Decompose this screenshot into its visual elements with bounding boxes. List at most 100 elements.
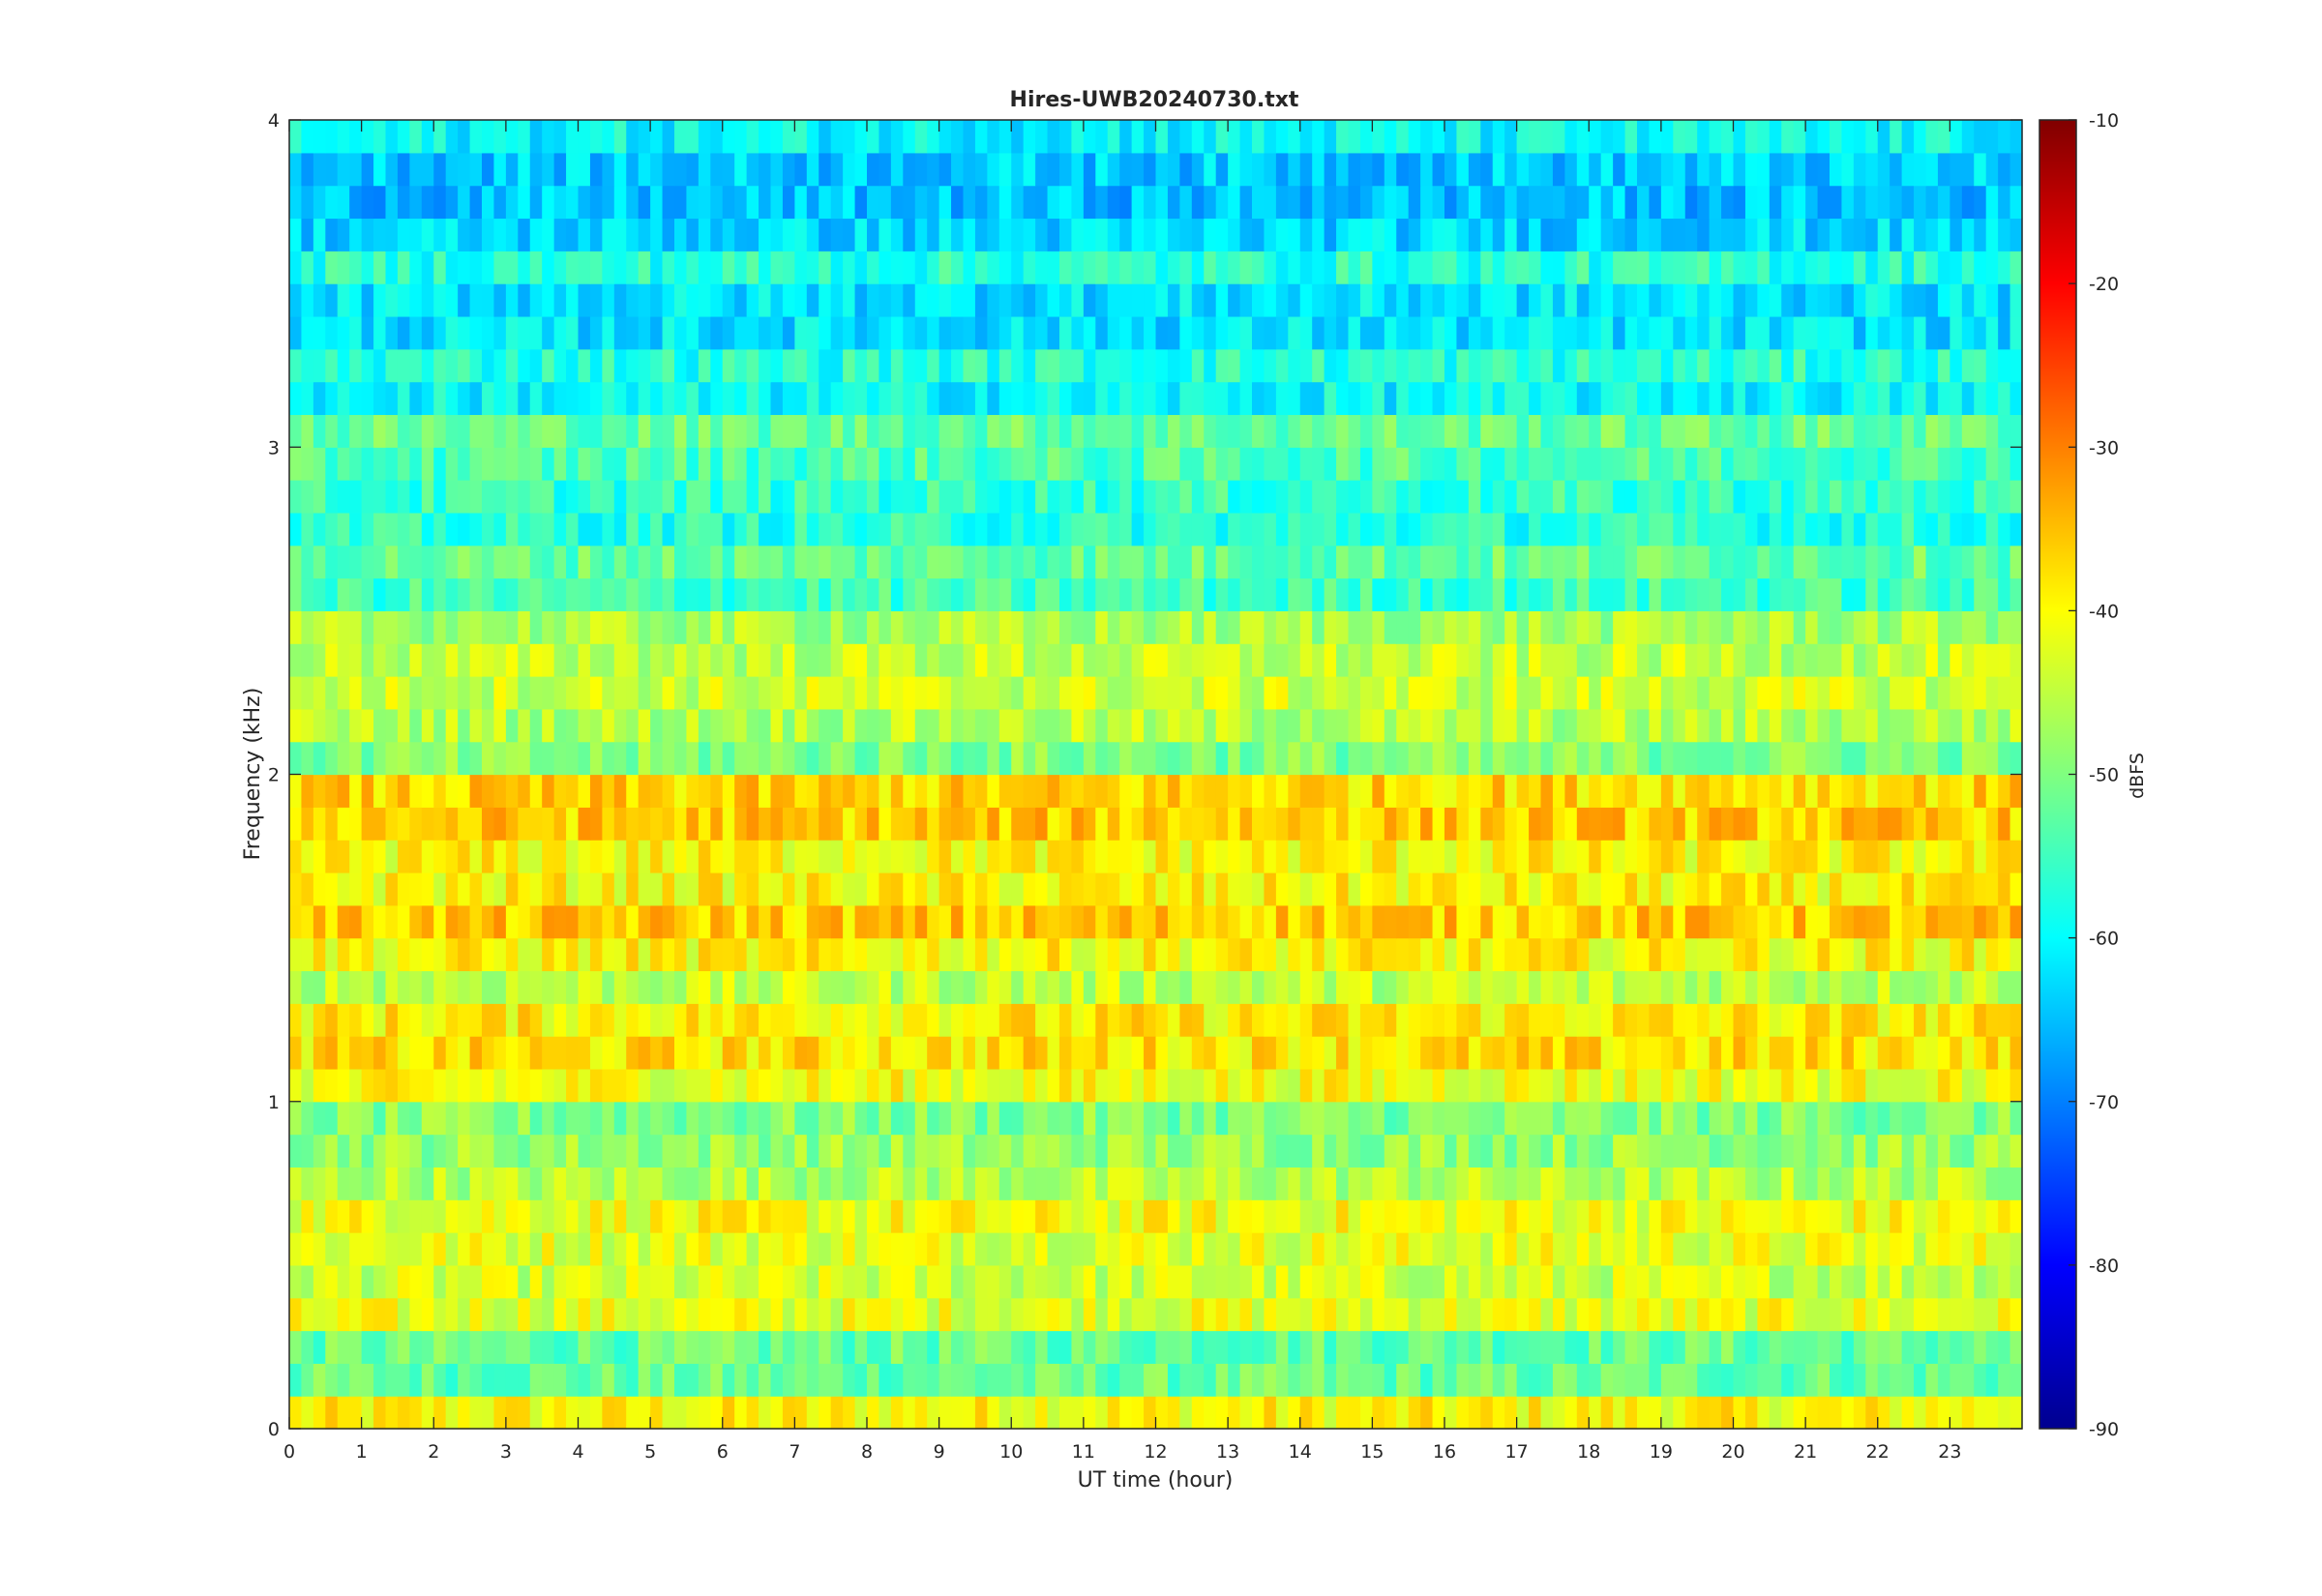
heatmap-cell — [518, 610, 531, 644]
heatmap-cell — [1444, 577, 1458, 611]
heatmap-cell — [529, 1232, 543, 1266]
heatmap-cell — [529, 480, 543, 514]
heatmap-cell — [974, 1330, 988, 1364]
heatmap-cell — [578, 1134, 591, 1168]
heatmap-cell — [1023, 970, 1036, 1004]
heatmap-cell — [1191, 741, 1205, 776]
heatmap-cell — [1624, 970, 1638, 1004]
heatmap-cell — [867, 315, 880, 350]
heatmap-cell — [469, 1363, 483, 1397]
heatmap-cell — [686, 1134, 700, 1168]
heatmap-cell — [1275, 1167, 1289, 1200]
heatmap-cell — [518, 807, 531, 841]
heatmap-cell — [613, 1330, 627, 1364]
heatmap-cell — [1744, 1003, 1758, 1037]
heatmap-cell — [349, 315, 363, 350]
heatmap-cell — [589, 708, 603, 743]
heatmap-cell — [1444, 545, 1458, 579]
heatmap-cell — [313, 774, 326, 808]
heatmap-cell — [1480, 283, 1494, 317]
heatmap-cell — [602, 1167, 615, 1200]
heatmap-cell — [662, 643, 675, 677]
heatmap-cell — [289, 577, 303, 611]
heatmap-cell — [1312, 1330, 1325, 1364]
heatmap-cell — [409, 807, 423, 841]
heatmap-cell — [1444, 840, 1458, 873]
heatmap-cell — [927, 512, 940, 547]
chart-title: Hires-UWB20240730.txt — [1010, 88, 1299, 112]
heatmap-cell — [349, 970, 363, 1004]
heatmap-cell — [1709, 1363, 1722, 1397]
heatmap-cell — [722, 937, 735, 972]
heatmap-cell — [589, 676, 603, 710]
heatmap-cell — [1359, 807, 1373, 841]
heatmap-cell — [1432, 545, 1445, 579]
heatmap-cell — [1974, 1134, 1987, 1168]
heatmap-cell — [698, 480, 711, 514]
heatmap-cell — [361, 1068, 374, 1103]
heatmap-cell — [1492, 512, 1505, 547]
heatmap-cell — [1974, 1101, 1987, 1136]
heatmap-cell — [1035, 872, 1049, 906]
heatmap-cell — [1204, 970, 1217, 1004]
heatmap-cell — [518, 283, 531, 317]
heatmap-cell — [1480, 545, 1494, 579]
heatmap-cell — [1144, 610, 1157, 644]
heatmap-cell — [325, 1264, 339, 1299]
heatmap-cell — [1179, 741, 1193, 776]
heatmap-cell — [445, 1363, 459, 1397]
heatmap-cell — [469, 1134, 483, 1168]
heatmap-cell — [867, 348, 880, 383]
heatmap-cell — [458, 381, 471, 416]
heatmap-cell — [1083, 414, 1096, 448]
heatmap-cell — [409, 970, 423, 1004]
heatmap-cell — [589, 643, 603, 677]
heatmap-cell — [397, 1101, 410, 1136]
heatmap-cell — [1204, 1297, 1217, 1332]
heatmap-cell — [409, 1068, 423, 1103]
heatmap-cell — [1576, 1167, 1590, 1200]
heatmap-cell — [289, 872, 303, 906]
heatmap-cell — [638, 1330, 651, 1364]
heatmap-cell — [1131, 1396, 1145, 1430]
heatmap-cell — [1348, 676, 1361, 710]
heatmap-cell — [469, 1003, 483, 1037]
heatmap-cell — [313, 381, 326, 416]
heatmap-cell — [1830, 348, 1843, 383]
heatmap-cell — [409, 1330, 423, 1364]
heatmap-cell — [1288, 1167, 1301, 1200]
heatmap-cell — [493, 1297, 507, 1332]
heatmap-cell — [445, 512, 459, 547]
heatmap-cell — [746, 904, 759, 939]
heatmap-cell — [1709, 1101, 1722, 1136]
heatmap-cell — [734, 447, 748, 481]
heatmap-cell — [1805, 1068, 1819, 1103]
heatmap-cell — [1805, 676, 1819, 710]
heatmap-cell — [710, 1134, 724, 1168]
heatmap-cell — [1624, 381, 1638, 416]
heatmap-cell — [1059, 1297, 1073, 1332]
heatmap-cell — [1131, 1297, 1145, 1332]
heatmap-cell — [1504, 840, 1518, 873]
heatmap-cell — [1721, 1330, 1735, 1364]
heatmap-cell — [1215, 872, 1229, 906]
heatmap-cell — [830, 1068, 844, 1103]
heatmap-cell — [759, 315, 772, 350]
heatmap-cell — [1950, 447, 1963, 481]
heatmap-cell — [1613, 348, 1626, 383]
heatmap-cell — [397, 1264, 410, 1299]
heatmap-cell — [1624, 577, 1638, 611]
heatmap-cell — [1817, 1068, 1831, 1103]
heatmap-cell — [710, 840, 724, 873]
heatmap-cell — [1167, 970, 1180, 1004]
heatmap-cell — [1456, 1363, 1470, 1397]
heatmap-cell — [313, 577, 326, 611]
heatmap-cell — [998, 577, 1012, 611]
heatmap-cell — [1516, 1199, 1530, 1233]
heatmap-cell — [301, 774, 314, 808]
heatmap-cell — [1673, 708, 1686, 743]
heatmap-cell — [1865, 545, 1879, 579]
heatmap-cell — [650, 970, 664, 1004]
heatmap-cell — [1805, 937, 1819, 972]
heatmap-cell — [1035, 840, 1049, 873]
